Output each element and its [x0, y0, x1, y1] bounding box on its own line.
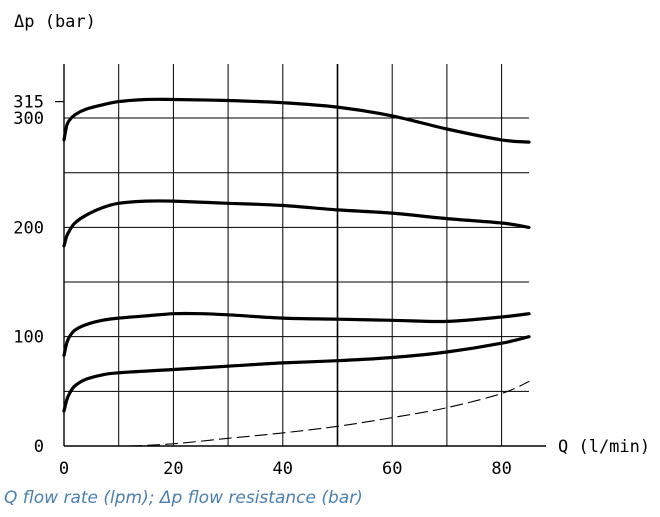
series-line-dashed	[129, 380, 530, 447]
grid	[64, 64, 529, 446]
y-tick-label: 300	[13, 109, 44, 129]
y-tick-label: 315	[13, 93, 44, 113]
y-tick-label: 100	[13, 328, 44, 348]
x-tick-label: 20	[163, 459, 183, 479]
chart-caption: Q flow rate (lpm); Δp flow resistance (b…	[4, 488, 363, 508]
y-tick-label: 0	[34, 437, 44, 457]
x-tick-label: 80	[491, 459, 511, 479]
y-axis-label: Δp (bar)	[14, 12, 96, 32]
series-line-4	[62, 335, 531, 413]
series-layer	[62, 97, 531, 447]
x-axis-label: Q (l/min)	[558, 437, 650, 457]
x-tick-label: 0	[59, 459, 69, 479]
y-tick-label: 200	[13, 218, 44, 238]
series-line-3	[62, 311, 531, 357]
series-line-2	[62, 199, 531, 248]
x-tick-label: 60	[382, 459, 402, 479]
x-tick-label: 40	[273, 459, 293, 479]
series-line-1	[62, 97, 531, 144]
